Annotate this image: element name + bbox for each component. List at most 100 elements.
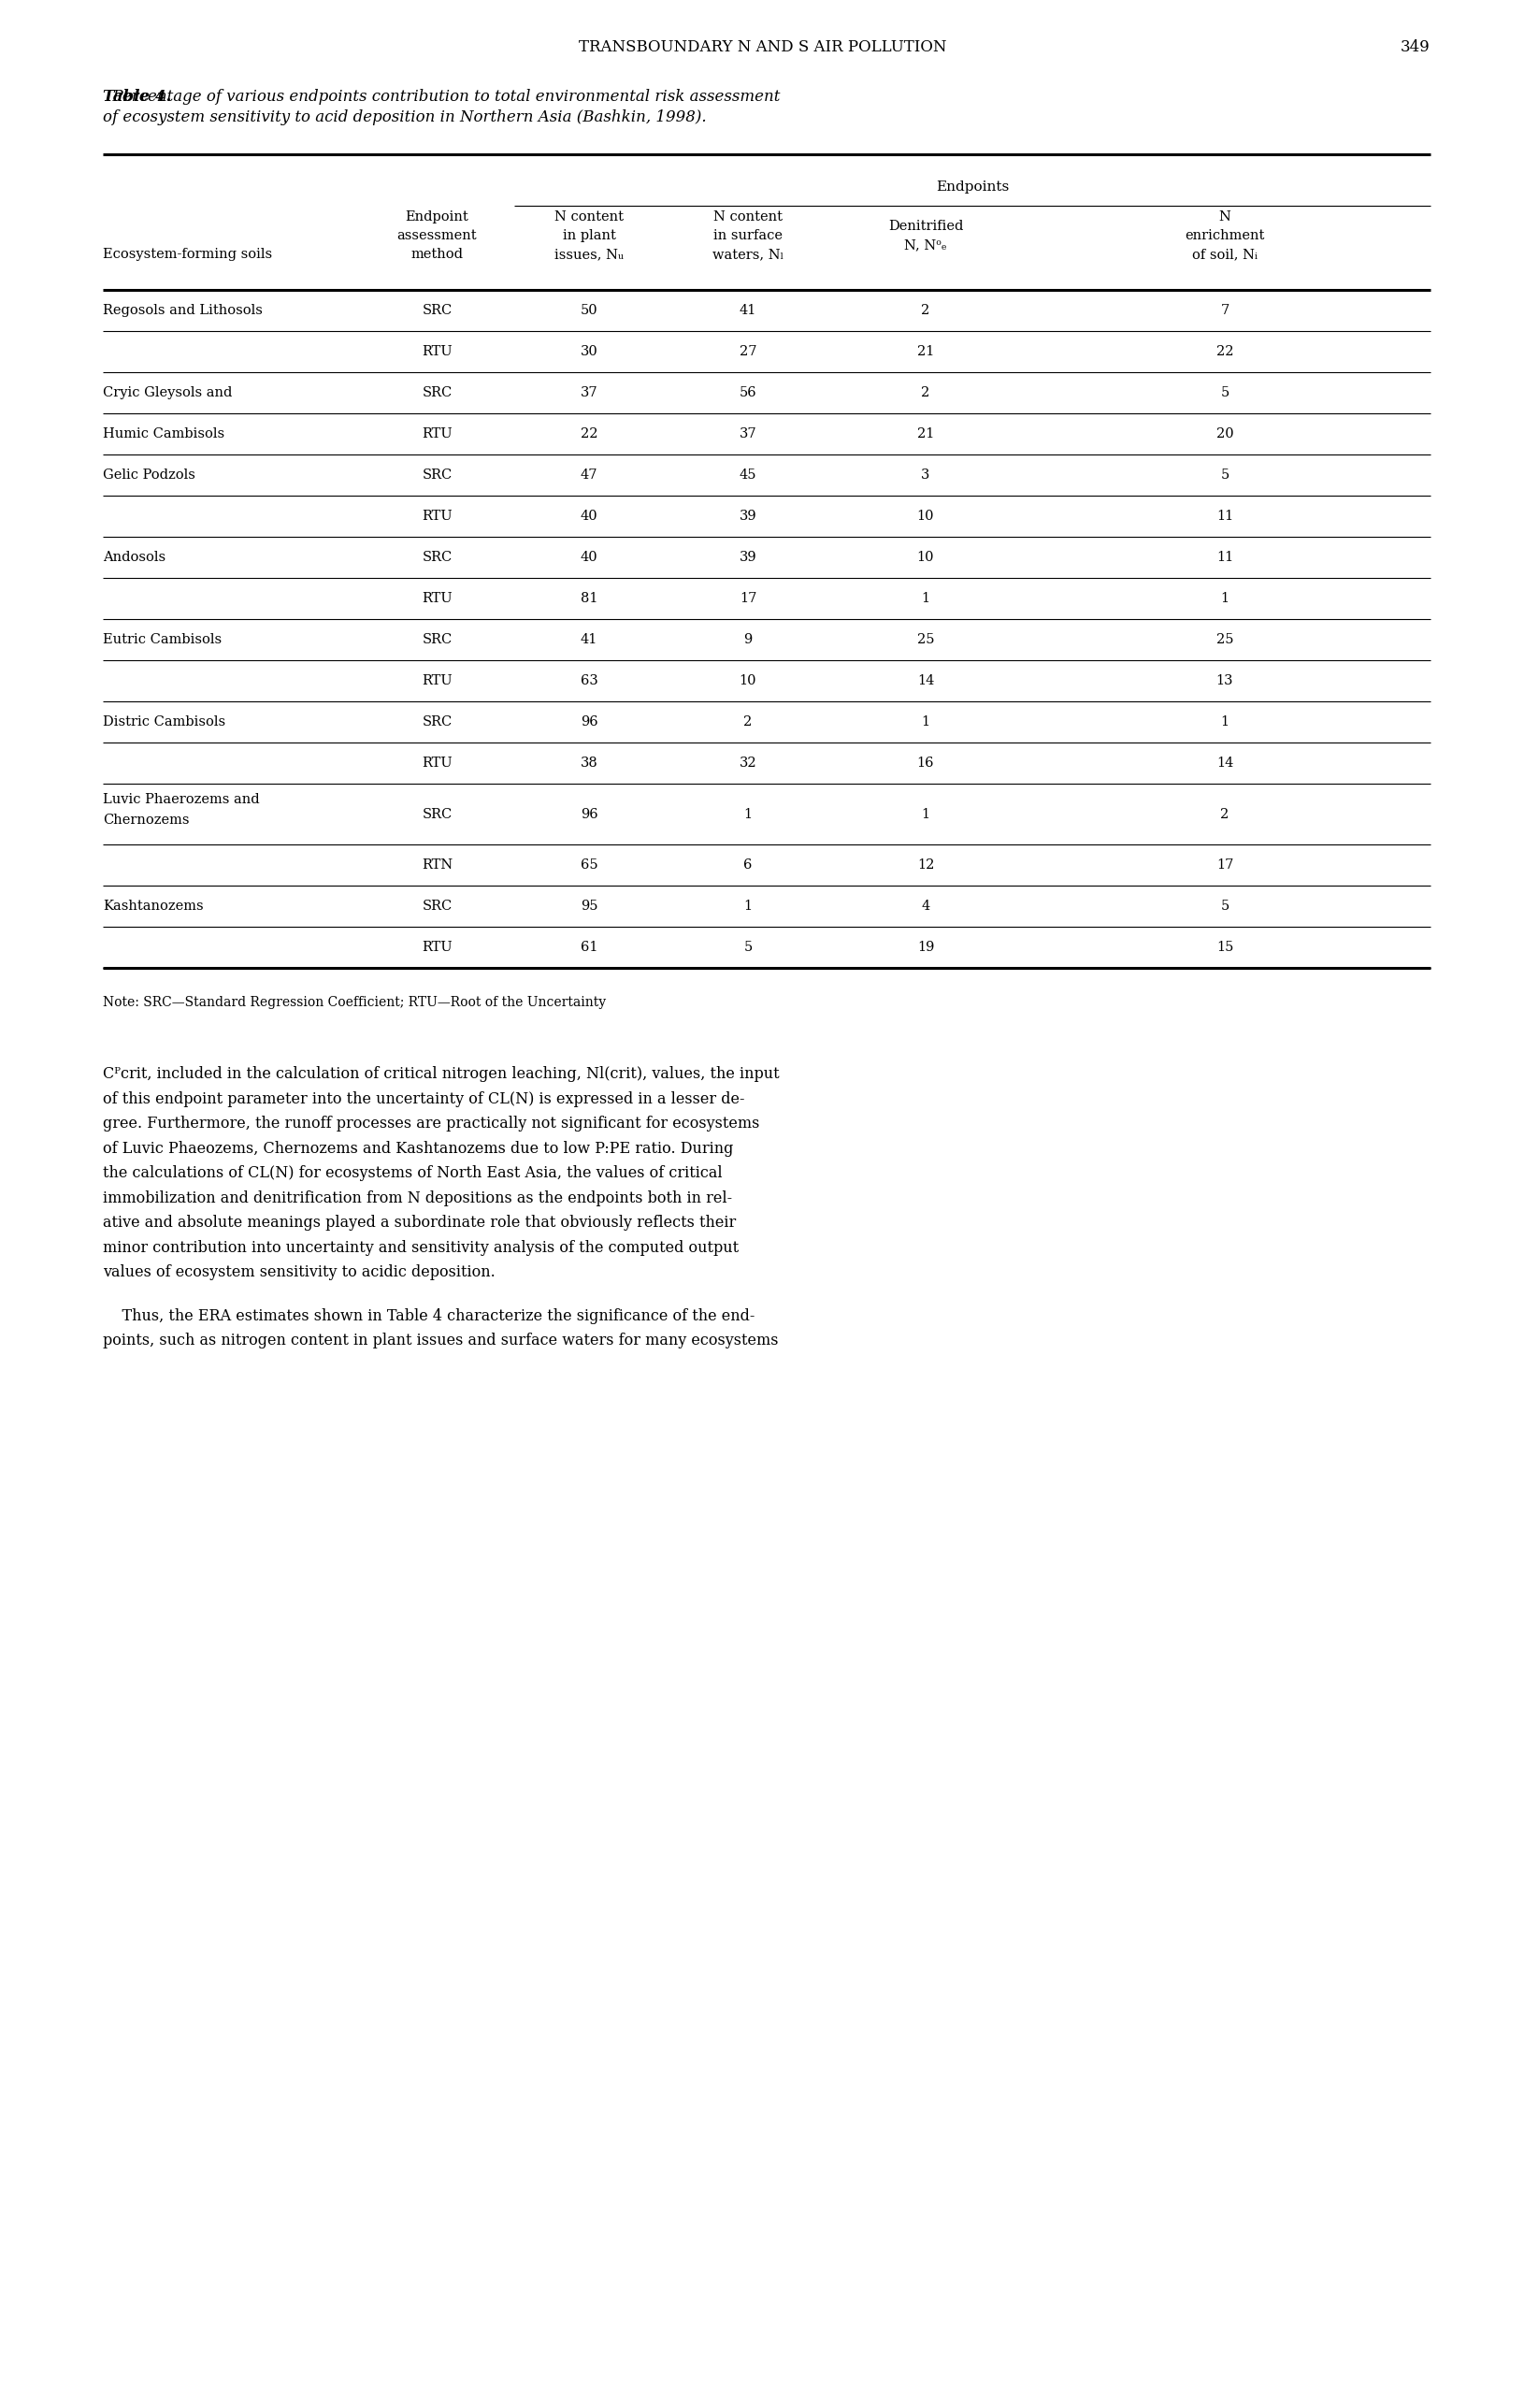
Text: 10: 10	[739, 674, 756, 686]
Text: points, such as nitrogen content in plant issues and surface waters for many eco: points, such as nitrogen content in plan…	[102, 1332, 777, 1348]
Text: 37: 37	[581, 385, 597, 400]
Text: SRC: SRC	[422, 303, 453, 318]
Text: 37: 37	[739, 426, 756, 441]
Text: RTU: RTU	[422, 426, 453, 441]
Text: 20: 20	[1215, 426, 1233, 441]
Text: 41: 41	[739, 303, 756, 318]
Text: 50: 50	[581, 303, 597, 318]
Text: Note: SRC—Standard Regression Coefficient; RTU—Root of the Uncertainty: Note: SRC—Standard Regression Coefficien…	[102, 997, 605, 1009]
Text: RTU: RTU	[422, 756, 453, 771]
Text: of this endpoint parameter into the uncertainty of CL(N) is expressed in a lesse: of this endpoint parameter into the unce…	[102, 1091, 744, 1108]
Text: 40: 40	[581, 510, 597, 523]
Text: RTU: RTU	[422, 510, 453, 523]
Text: 7: 7	[1219, 303, 1228, 318]
Text: Andosols: Andosols	[102, 551, 166, 563]
Text: 1: 1	[920, 715, 930, 730]
Text: of soil, Nᵢ: of soil, Nᵢ	[1192, 248, 1257, 260]
Text: 10: 10	[916, 551, 934, 563]
Text: RTU: RTU	[422, 674, 453, 686]
Text: 32: 32	[739, 756, 756, 771]
Text: 39: 39	[739, 551, 756, 563]
Text: 3: 3	[920, 470, 930, 482]
Text: 40: 40	[581, 551, 597, 563]
Text: Gelic Podzols: Gelic Podzols	[102, 470, 195, 482]
Text: 6: 6	[744, 860, 751, 872]
Text: Endpoint: Endpoint	[405, 209, 468, 224]
Text: Cᴾcrit, included in the calculation of critical nitrogen leaching, Nl(crit), val: Cᴾcrit, included in the calculation of c…	[102, 1067, 779, 1081]
Text: Luvic Phaerozems and: Luvic Phaerozems and	[102, 792, 259, 807]
Text: 38: 38	[581, 756, 597, 771]
Text: waters, Nₗ: waters, Nₗ	[712, 248, 783, 260]
Text: 1: 1	[744, 807, 751, 821]
Text: 12: 12	[916, 860, 934, 872]
Text: 11: 11	[1216, 510, 1233, 523]
Text: 1: 1	[920, 592, 930, 604]
Text: 96: 96	[581, 715, 597, 730]
Text: Denitrified: Denitrified	[887, 219, 963, 234]
Text: 14: 14	[1216, 756, 1233, 771]
Text: 96: 96	[581, 807, 597, 821]
Text: enrichment: enrichment	[1184, 229, 1263, 243]
Text: 22: 22	[1216, 344, 1233, 359]
Text: in surface: in surface	[713, 229, 782, 243]
Text: 9: 9	[744, 633, 751, 645]
Text: Ecosystem-forming soils: Ecosystem-forming soils	[102, 248, 271, 260]
Text: RTU: RTU	[422, 344, 453, 359]
Text: SRC: SRC	[422, 470, 453, 482]
Text: 2: 2	[920, 385, 930, 400]
Text: TRANSBOUNDARY N AND S AIR POLLUTION: TRANSBOUNDARY N AND S AIR POLLUTION	[578, 39, 946, 55]
Text: Thus, the ERA estimates shown in Table 4 characterize the significance of the en: Thus, the ERA estimates shown in Table 4…	[102, 1308, 754, 1324]
Text: 5: 5	[744, 942, 751, 954]
Text: 5: 5	[1219, 470, 1228, 482]
Text: immobilization and denitrification from N depositions as the endpoints both in r: immobilization and denitrification from …	[102, 1190, 732, 1206]
Text: 95: 95	[581, 901, 597, 913]
Text: 17: 17	[739, 592, 756, 604]
Text: N content: N content	[713, 209, 782, 224]
Text: SRC: SRC	[422, 901, 453, 913]
Text: Humic Cambisols: Humic Cambisols	[102, 426, 224, 441]
Text: 1: 1	[920, 807, 930, 821]
Text: SRC: SRC	[422, 385, 453, 400]
Text: values of ecosystem sensitivity to acidic deposition.: values of ecosystem sensitivity to acidi…	[102, 1264, 495, 1281]
Text: 27: 27	[739, 344, 756, 359]
Text: RTN: RTN	[421, 860, 453, 872]
Text: Distric Cambisols: Distric Cambisols	[102, 715, 226, 730]
Text: 65: 65	[581, 860, 597, 872]
Text: Kashtanozems: Kashtanozems	[102, 901, 203, 913]
Text: 25: 25	[916, 633, 934, 645]
Text: gree. Furthermore, the runoff processes are practically not significant for ecos: gree. Furthermore, the runoff processes …	[102, 1115, 759, 1132]
Text: 21: 21	[916, 344, 934, 359]
Text: 2: 2	[920, 303, 930, 318]
Text: ative and absolute meanings played a subordinate role that obviously reflects th: ative and absolute meanings played a sub…	[102, 1214, 736, 1230]
Text: the calculations of CL(N) for ecosystems of North East Asia, the values of criti: the calculations of CL(N) for ecosystems…	[102, 1165, 722, 1180]
Text: 14: 14	[916, 674, 934, 686]
Text: 45: 45	[739, 470, 756, 482]
Text: Eutric Cambisols: Eutric Cambisols	[102, 633, 221, 645]
Text: RTU: RTU	[422, 942, 453, 954]
Text: 47: 47	[581, 470, 597, 482]
Text: 1: 1	[1219, 592, 1228, 604]
Text: 15: 15	[1216, 942, 1233, 954]
Text: 41: 41	[581, 633, 597, 645]
Text: 11: 11	[1216, 551, 1233, 563]
Text: in plant: in plant	[562, 229, 616, 243]
Text: Percentage of various endpoints contribution to total environmental risk assessm: Percentage of various endpoints contribu…	[102, 89, 780, 125]
Text: 22: 22	[581, 426, 597, 441]
Text: 1: 1	[1219, 715, 1228, 730]
Text: 25: 25	[1216, 633, 1233, 645]
Text: issues, Nᵤ: issues, Nᵤ	[555, 248, 623, 260]
Text: 39: 39	[739, 510, 756, 523]
Text: 349: 349	[1401, 39, 1430, 55]
Text: minor contribution into uncertainty and sensitivity analysis of the computed out: minor contribution into uncertainty and …	[102, 1240, 738, 1255]
Text: 21: 21	[916, 426, 934, 441]
Text: 2: 2	[744, 715, 751, 730]
Text: 2: 2	[1219, 807, 1228, 821]
Text: Regosols and Lithosols: Regosols and Lithosols	[102, 303, 262, 318]
Text: 5: 5	[1219, 901, 1228, 913]
Text: 56: 56	[739, 385, 756, 400]
Text: 17: 17	[1216, 860, 1233, 872]
Text: 13: 13	[1216, 674, 1233, 686]
Text: 61: 61	[581, 942, 597, 954]
Text: 4: 4	[920, 901, 930, 913]
Text: 5: 5	[1219, 385, 1228, 400]
